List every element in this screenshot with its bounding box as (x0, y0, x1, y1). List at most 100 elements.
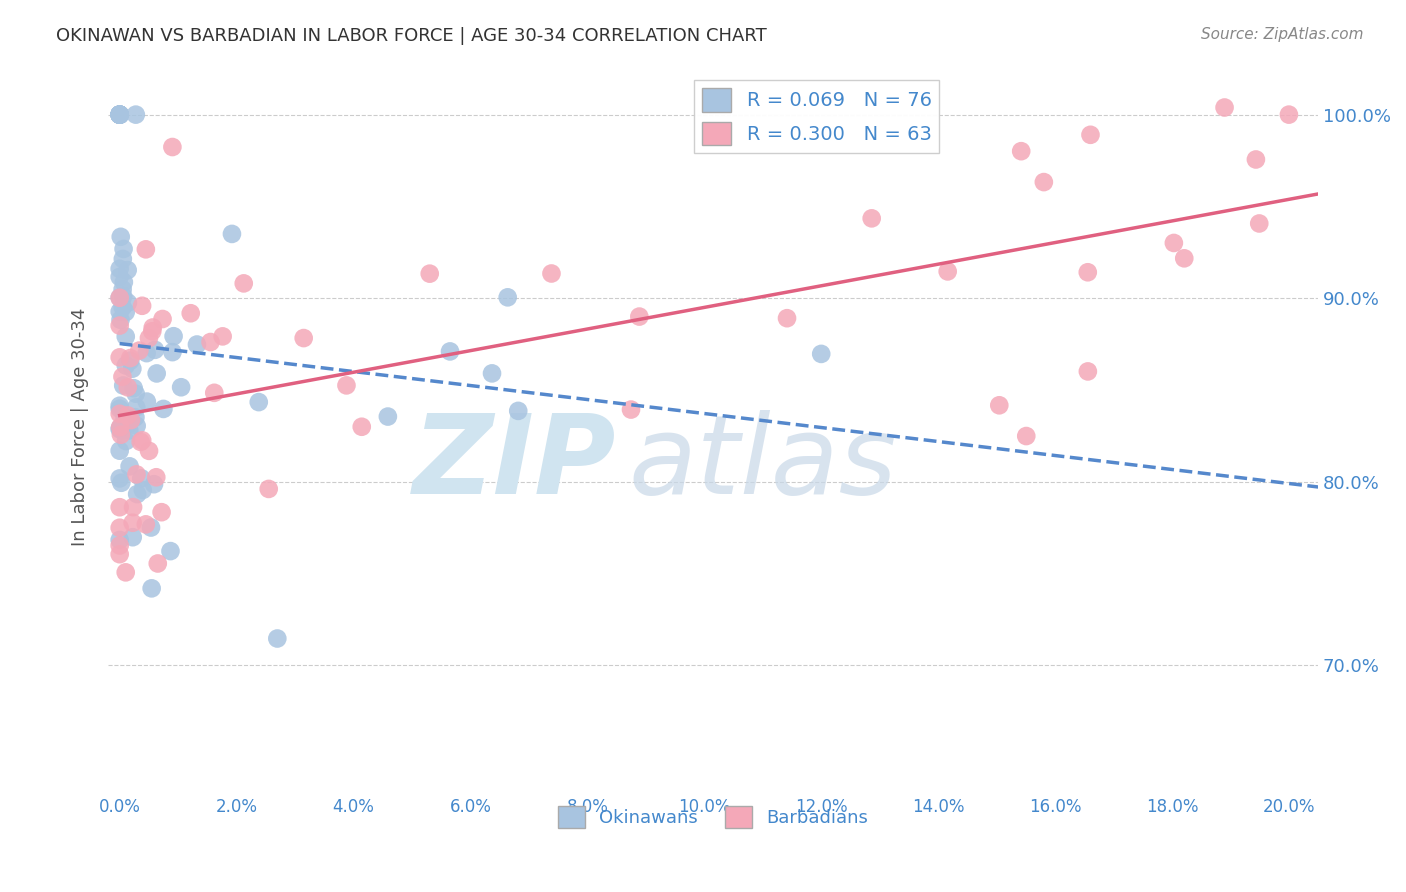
Point (377, 409, 399, 424)
Point (112, 275, 135, 289)
Point (211, 329, 233, 343)
Point (128, 343, 150, 358)
Point (112, 378, 135, 392)
Point (138, 443, 160, 458)
Point (110, 313, 132, 327)
Point (350, 419, 373, 434)
Point (122, 500, 145, 515)
Point (170, 380, 193, 394)
Point (481, 367, 503, 381)
Point (1077, 364, 1099, 378)
Point (221, 227, 243, 241)
Point (118, 424, 141, 438)
Point (152, 312, 174, 326)
Point (508, 404, 530, 418)
Point (117, 380, 139, 394)
Point (120, 353, 142, 368)
Point (108, 304, 131, 318)
Point (108, 108, 131, 122)
Point (1278, 108, 1301, 122)
Point (1032, 175, 1054, 189)
Point (114, 305, 136, 319)
Point (114, 359, 136, 373)
Point (110, 427, 132, 442)
Point (146, 557, 169, 571)
Point (108, 401, 131, 416)
Point (125, 108, 148, 122)
Point (108, 351, 131, 365)
Point (139, 520, 162, 534)
Point (108, 261, 131, 276)
Point (620, 402, 643, 417)
Point (121, 530, 143, 544)
Point (150, 505, 173, 519)
Point (202, 385, 225, 400)
Text: Source: ZipAtlas.com: Source: ZipAtlas.com (1201, 27, 1364, 42)
Point (138, 331, 160, 345)
Point (111, 369, 134, 384)
Point (112, 242, 135, 256)
Point (162, 140, 184, 154)
Point (439, 344, 461, 359)
Point (186, 337, 208, 351)
Point (135, 517, 157, 532)
Point (142, 320, 165, 334)
Point (111, 282, 134, 296)
Point (108, 108, 131, 122)
Point (112, 289, 135, 303)
Point (125, 418, 148, 433)
Point (125, 386, 148, 401)
Point (108, 108, 131, 122)
Point (110, 229, 132, 244)
Point (135, 243, 157, 257)
Point (127, 487, 149, 501)
Point (143, 343, 166, 357)
Point (120, 413, 142, 427)
Point (108, 422, 131, 436)
Point (860, 211, 883, 226)
Point (335, 378, 357, 392)
Point (125, 401, 148, 415)
Point (247, 395, 270, 409)
Point (108, 269, 131, 284)
Point (121, 361, 143, 376)
Point (419, 267, 441, 281)
Point (159, 544, 181, 558)
Point (141, 324, 163, 338)
Point (111, 424, 134, 438)
Point (118, 459, 141, 474)
Point (266, 632, 288, 646)
Point (132, 483, 155, 497)
Point (1010, 144, 1032, 158)
Point (108, 108, 131, 122)
Point (162, 345, 184, 359)
Point (111, 252, 134, 266)
Point (108, 521, 131, 535)
Point (129, 471, 152, 485)
Point (145, 367, 167, 381)
Text: atlas: atlas (628, 409, 897, 516)
Point (496, 290, 519, 304)
Point (257, 482, 280, 496)
Point (114, 329, 136, 343)
Point (114, 566, 136, 580)
Point (1173, 252, 1195, 266)
Point (776, 311, 799, 326)
Point (1244, 153, 1267, 167)
Point (180, 306, 202, 320)
Point (110, 475, 132, 490)
Point (1077, 265, 1099, 279)
Point (108, 291, 131, 305)
Point (108, 471, 131, 485)
Point (292, 331, 315, 345)
Point (108, 539, 131, 553)
Point (108, 318, 131, 333)
Point (131, 434, 153, 448)
Point (115, 434, 138, 448)
Point (540, 267, 562, 281)
Point (108, 108, 131, 122)
Point (117, 409, 139, 423)
Point (628, 310, 651, 324)
Point (117, 263, 139, 277)
Point (162, 329, 184, 343)
